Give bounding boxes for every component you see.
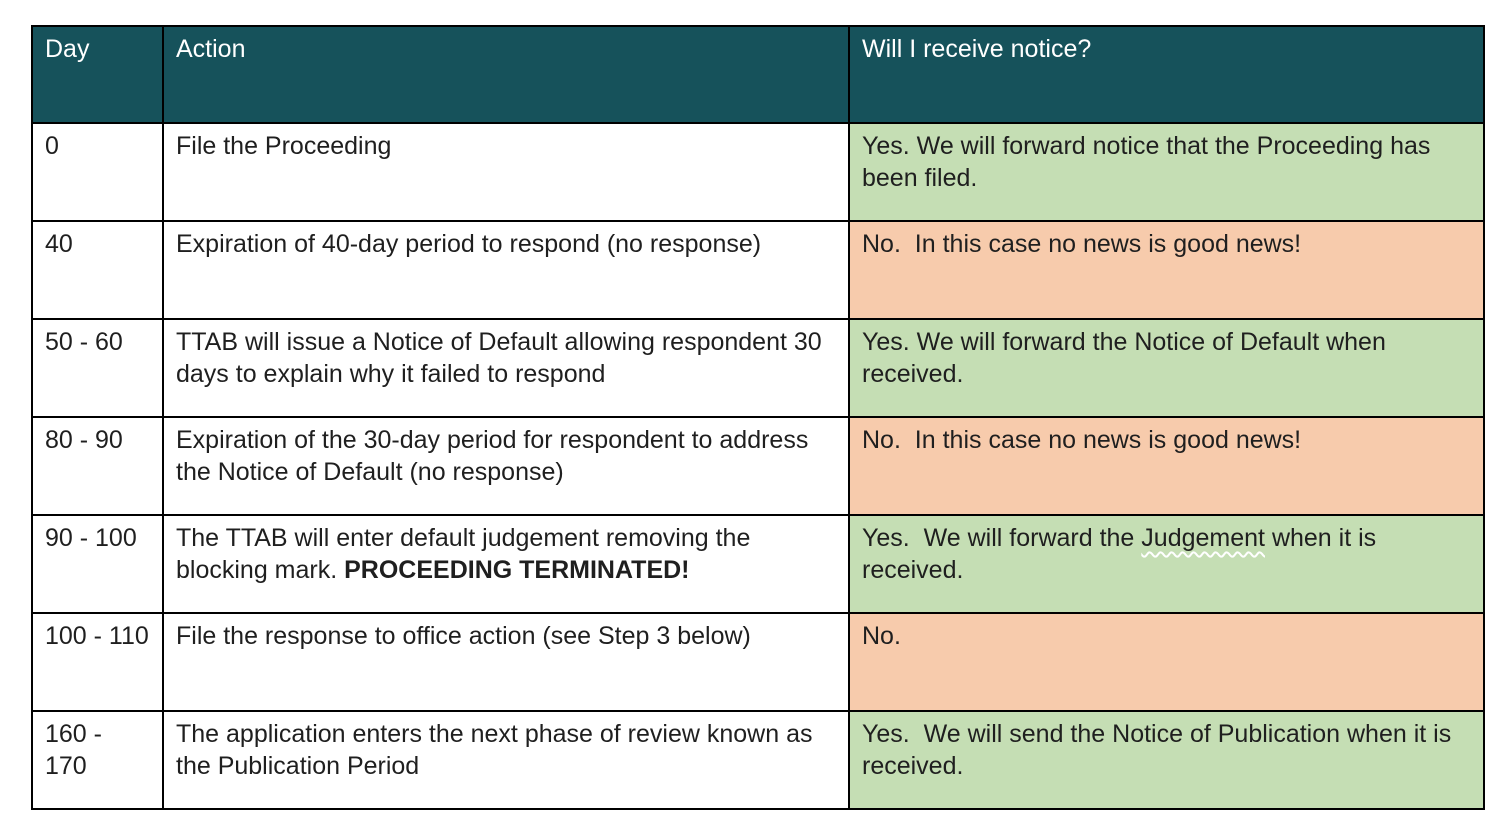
notice-cell: No. In this case no news is good news!	[848, 220, 1485, 320]
action-cell: TTAB will issue a Notice of Default allo…	[162, 318, 850, 418]
col-header-day: Day	[31, 25, 164, 124]
notice-spellcheck-word: Judgement	[1141, 524, 1265, 552]
table-row: 80 - 90 Expiration of the 30-day period …	[31, 416, 1485, 516]
action-cell: Expiration of 40-day period to respond (…	[162, 220, 850, 320]
day-cell: 90 - 100	[31, 514, 164, 614]
notice-cell: Yes. We will forward the Notice of Defau…	[848, 318, 1485, 418]
notice-cell: Yes. We will send the Notice of Publicat…	[848, 710, 1485, 810]
notice-text: when it is received.	[862, 524, 1384, 584]
notice-cell: Yes. We will forward the Judgement when …	[848, 514, 1485, 614]
notice-cell: No. In this case no news is good news!	[848, 416, 1485, 516]
notice-timeline-table: Day Action Will I receive notice? 0 File…	[31, 25, 1485, 810]
day-cell: 100 - 110	[31, 612, 164, 712]
table-row: 50 - 60 TTAB will issue a Notice of Defa…	[31, 318, 1485, 418]
day-cell: 80 - 90	[31, 416, 164, 516]
day-cell: 160 - 170	[31, 710, 164, 810]
notice-cell: No.	[848, 612, 1485, 712]
table-row: 100 - 110 File the response to office ac…	[31, 612, 1485, 712]
table-row: 90 - 100 The TTAB will enter default jud…	[31, 514, 1485, 614]
notice-timeline-table-wrap: Day Action Will I receive notice? 0 File…	[31, 25, 1485, 810]
day-cell: 50 - 60	[31, 318, 164, 418]
action-cell: The TTAB will enter default judgement re…	[162, 514, 850, 614]
day-cell: 0	[31, 122, 164, 222]
notice-cell: Yes. We will forward notice that the Pro…	[848, 122, 1485, 222]
action-cell: Expiration of the 30-day period for resp…	[162, 416, 850, 516]
col-header-action: Action	[162, 25, 850, 124]
notice-text: Yes. We will forward the	[862, 524, 1142, 552]
table-row: 40 Expiration of 40-day period to respon…	[31, 220, 1485, 320]
col-header-notice: Will I receive notice?	[848, 25, 1485, 124]
action-bold-text: PROCEEDING TERMINATED!	[344, 556, 690, 584]
day-cell: 40	[31, 220, 164, 320]
header-row: Day Action Will I receive notice?	[31, 25, 1485, 124]
action-cell: File the response to office action (see …	[162, 612, 850, 712]
action-text: The TTAB will enter default judgement re…	[176, 524, 758, 584]
action-cell: File the Proceeding	[162, 122, 850, 222]
table-row: 160 - 170 The application enters the nex…	[31, 710, 1485, 810]
table-row: 0 File the Proceeding Yes. We will forwa…	[31, 122, 1485, 222]
action-cell: The application enters the next phase of…	[162, 710, 850, 810]
